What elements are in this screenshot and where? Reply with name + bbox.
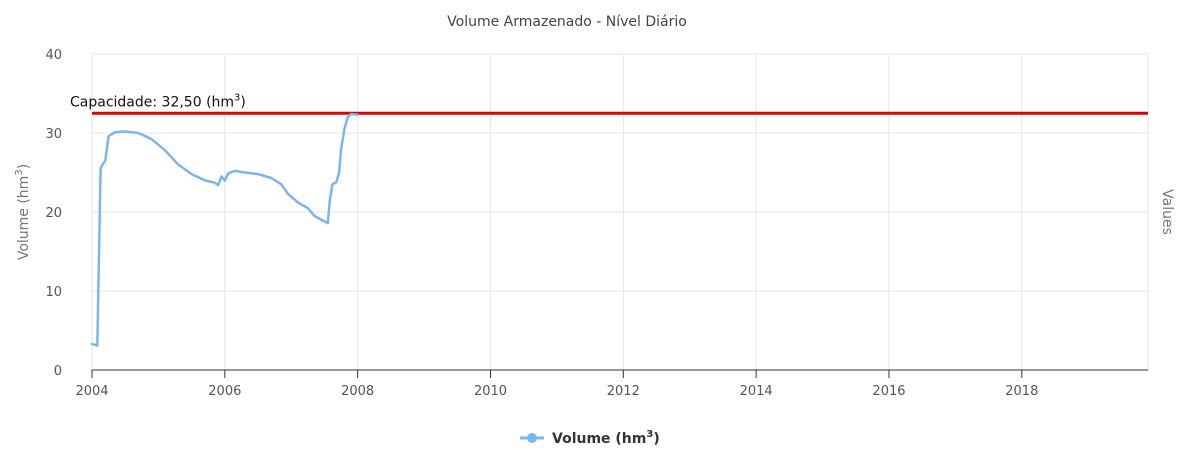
grid — [91, 53, 1149, 378]
tick-labels: 0 10 20 30 40 2004 2006 2008 2010 2012 2014 2016 201… — [45, 48, 1038, 399]
legend-label-end: ) — [653, 431, 659, 447]
y-tick-label-10: 10 — [45, 285, 62, 300]
y2-axis-title: Values — [1159, 189, 1175, 235]
legend-label-sup: 3 — [646, 429, 653, 440]
capacity-label-sup: 3 — [234, 92, 240, 103]
x-tick-label-2008: 2008 — [341, 384, 374, 399]
capacity-label: Capacidade: 32,50 (hm3) — [70, 92, 246, 110]
legend-label: Volume (hm3) — [552, 429, 660, 447]
y-axis-title-end: ) — [16, 164, 32, 169]
y-axis-title: Volume (hm3) — [14, 164, 32, 260]
x-tick-label-2016: 2016 — [872, 384, 905, 399]
y-axis-title-base: Volume (hm — [16, 176, 32, 261]
series-line-segment-1 — [90, 130, 227, 347]
x-tick-label-2012: 2012 — [607, 384, 640, 399]
x-tick-label-2010: 2010 — [474, 384, 507, 399]
series-line-segment-2 — [223, 112, 359, 225]
legend[interactable]: Volume (hm3) — [520, 429, 660, 447]
y-axis-title-sup: 3 — [14, 169, 25, 175]
chart-title: Volume Armazenado - Nível Diário — [447, 14, 687, 30]
x-tick-label-2018: 2018 — [1005, 384, 1038, 399]
x-tick-label-2006: 2006 — [208, 384, 241, 399]
y-tick-label-30: 30 — [45, 127, 62, 142]
capacity-label-end: ) — [240, 94, 245, 110]
legend-label-base: Volume (hm — [552, 431, 646, 447]
y-tick-label-20: 20 — [45, 206, 62, 221]
x-tick-label-2004: 2004 — [75, 384, 108, 399]
y-tick-label-0: 0 — [54, 364, 62, 379]
series-volume — [90, 112, 359, 347]
y-tick-label-40: 40 — [45, 48, 62, 63]
capacity-label-base: Capacidade: 32,50 (hm — [70, 94, 234, 110]
x-tick-label-2014: 2014 — [740, 384, 773, 399]
legend-marker-icon — [527, 433, 537, 443]
